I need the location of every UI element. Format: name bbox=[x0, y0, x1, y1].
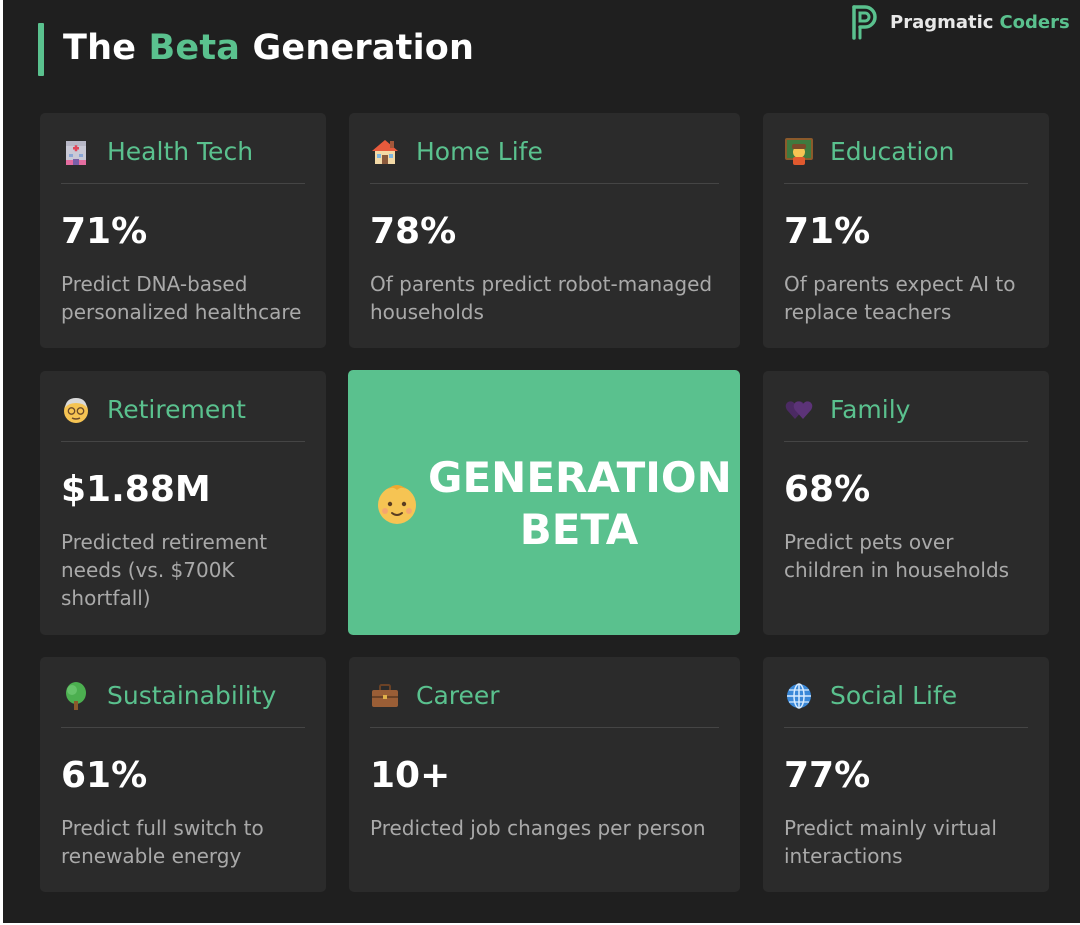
card-home-life: Home Life 78% Of parents predict robot-m… bbox=[349, 113, 740, 348]
card-value: 78% bbox=[370, 211, 457, 252]
card-description: Predicted job changes per person bbox=[370, 816, 706, 840]
card-header: Home Life bbox=[370, 135, 719, 184]
baby-icon bbox=[378, 485, 416, 524]
card-value: 71% bbox=[61, 211, 148, 252]
hearts-icon bbox=[784, 395, 814, 425]
brand-name-accent: Coders bbox=[999, 11, 1070, 33]
globe-icon bbox=[784, 681, 814, 711]
hospital-icon bbox=[61, 137, 91, 167]
card-retirement: Retirement $1.88M Predicted retirement n… bbox=[40, 371, 326, 635]
card-social-life: Social Life 77% Predict mainly virtual i… bbox=[763, 657, 1049, 892]
card-title: Social Life bbox=[830, 681, 958, 710]
brand: Pragmatic Coders bbox=[850, 3, 1070, 41]
brand-name: Pragmatic bbox=[890, 11, 994, 33]
card-value: 61% bbox=[61, 755, 148, 796]
card-header: Health Tech bbox=[61, 135, 305, 184]
card-value: 10+ bbox=[370, 755, 451, 796]
card-header: Retirement bbox=[61, 393, 305, 442]
card-value: $1.88M bbox=[61, 469, 211, 510]
card-family: Family 68% Predict pets over children in… bbox=[763, 371, 1049, 635]
card-education: Education 71% Of parents expect AI to re… bbox=[763, 113, 1049, 348]
hero-title-line2: BETA bbox=[519, 505, 639, 554]
card-description: Predict full switch to renewable energy bbox=[61, 816, 264, 868]
card-health-tech: Health Tech 71% Predict DNA-based person… bbox=[40, 113, 326, 348]
card-title: Retirement bbox=[107, 395, 246, 424]
card-title: Education bbox=[830, 137, 955, 166]
teacher-icon bbox=[784, 137, 814, 167]
hero-title-line1: GENERATION bbox=[428, 453, 732, 502]
card-description: Predict mainly virtual interactions bbox=[784, 816, 997, 868]
card-description: Predict DNA-based personalized healthcar… bbox=[61, 272, 302, 324]
card-career: Career 10+ Predicted job changes per per… bbox=[349, 657, 740, 892]
tree-icon bbox=[61, 681, 91, 711]
generation-beta-hero: GENERATION BETA bbox=[348, 370, 740, 635]
older-person-icon bbox=[61, 395, 91, 425]
card-header: Social Life bbox=[784, 679, 1028, 728]
card-value: 71% bbox=[784, 211, 871, 252]
card-description: Of parents expect AI to replace teachers bbox=[784, 272, 1016, 324]
card-title: Health Tech bbox=[107, 137, 254, 166]
card-description: Predicted retirement needs (vs. $700K sh… bbox=[61, 530, 268, 610]
card-header: Sustainability bbox=[61, 679, 305, 728]
card-header: Family bbox=[784, 393, 1028, 442]
page-title: The Beta Generation bbox=[63, 28, 475, 68]
title-accent-word: Beta bbox=[148, 28, 241, 68]
card-title: Career bbox=[416, 681, 500, 710]
briefcase-icon bbox=[370, 681, 400, 711]
card-header: Education bbox=[784, 135, 1028, 184]
card-description: Predict pets over children in households bbox=[784, 530, 1010, 582]
pragmatic-coders-logo-icon bbox=[852, 5, 877, 40]
card-header: Career bbox=[370, 679, 719, 728]
card-sustainability: Sustainability 61% Predict full switch t… bbox=[40, 657, 326, 892]
card-value: 68% bbox=[784, 469, 871, 510]
title-accent-bar bbox=[38, 23, 44, 76]
card-title: Sustainability bbox=[107, 681, 277, 710]
house-icon bbox=[370, 137, 400, 167]
card-value: 77% bbox=[784, 755, 871, 796]
card-title: Family bbox=[830, 395, 911, 424]
card-description: Of parents predict robot-managed househo… bbox=[370, 272, 713, 324]
card-title: Home Life bbox=[416, 137, 543, 166]
